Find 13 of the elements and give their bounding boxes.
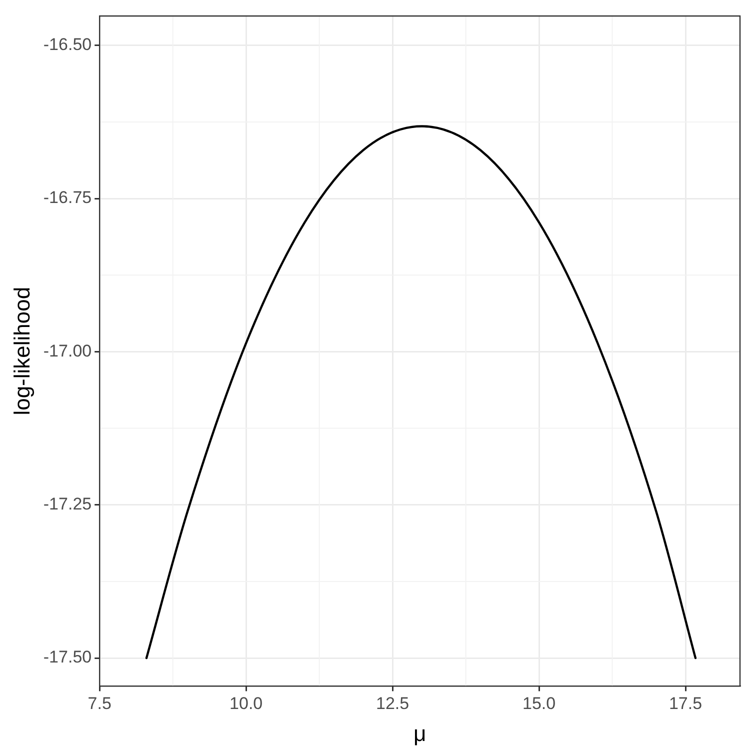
y-tick-label: -16.75 — [43, 188, 92, 208]
y-tick-label: -16.50 — [43, 35, 92, 54]
y-tick-label: -17.50 — [43, 648, 92, 667]
x-tick-label: 17.5 — [668, 694, 702, 714]
x-tick-label: 15.0 — [522, 694, 556, 714]
y-tick-label: -17.00 — [43, 341, 92, 360]
y-axis-title: log-likelihood — [9, 286, 34, 416]
line-series — [145, 125, 697, 660]
y-tick-label: -17.25 — [43, 494, 92, 514]
x-tick-label: 7.5 — [88, 694, 112, 714]
x-tick-label: 12.5 — [376, 694, 410, 714]
x-tick-label: 10.0 — [230, 694, 263, 714]
x-axis-title: μ — [413, 720, 426, 746]
